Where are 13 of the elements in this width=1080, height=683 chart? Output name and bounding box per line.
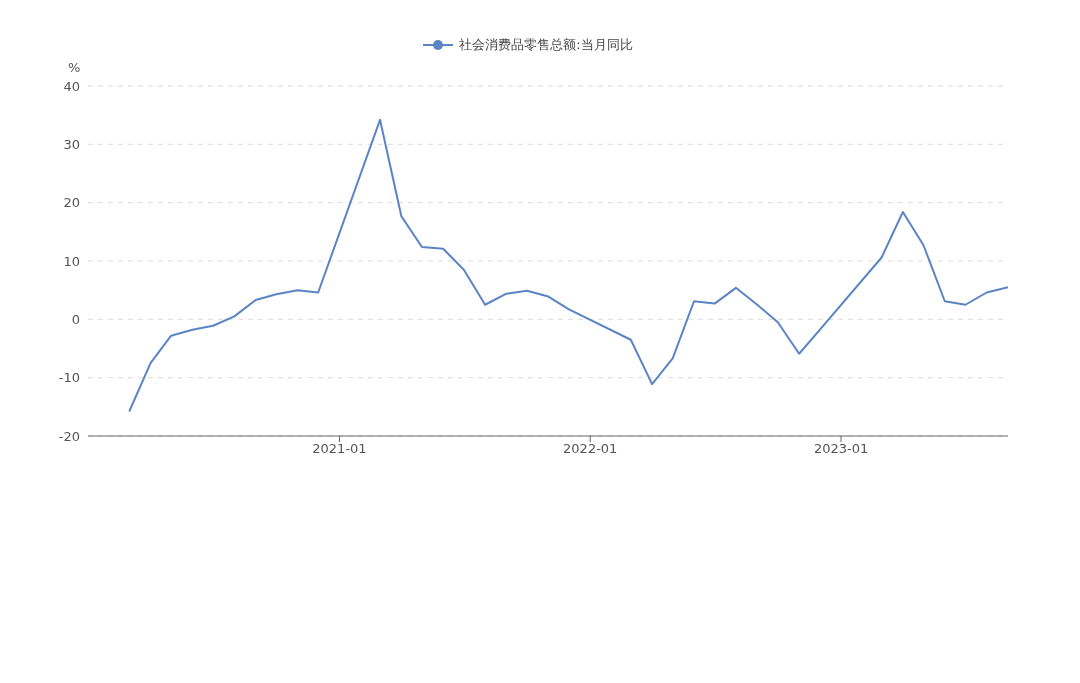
x-tick-label: 2021-01 bbox=[312, 441, 367, 457]
y-tick-label: 30 bbox=[63, 136, 80, 152]
y-tick-label: 0 bbox=[71, 311, 80, 327]
y-tick-label: -20 bbox=[58, 428, 80, 444]
line-series bbox=[128, 118, 1008, 413]
y-tick-label: -10 bbox=[58, 370, 80, 386]
y-tick-label: 20 bbox=[63, 195, 80, 211]
y-tick-label: 10 bbox=[63, 253, 80, 269]
y-tick-label: 40 bbox=[63, 78, 80, 94]
x-tick-label: 2023-01 bbox=[813, 441, 869, 457]
legend-label: 社会消费品零售总额:当月同比 bbox=[459, 36, 633, 54]
y-axis-title: % bbox=[68, 60, 82, 76]
x-tick-label: 2022-01 bbox=[563, 441, 618, 457]
